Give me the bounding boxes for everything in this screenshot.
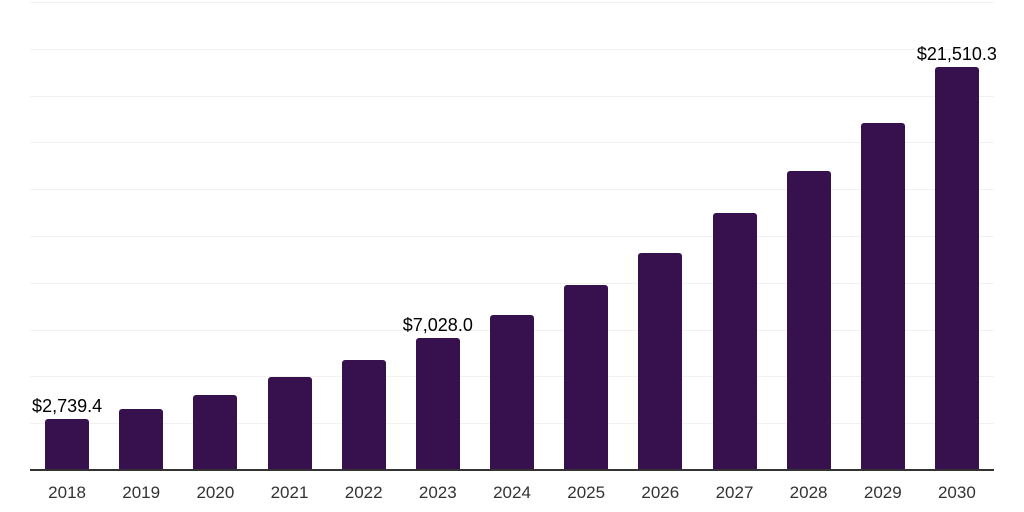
- x-tick-label: 2024: [493, 483, 531, 502]
- gridline: [30, 2, 994, 3]
- x-tick-label: 2018: [48, 483, 87, 502]
- bar-2024: [490, 314, 534, 470]
- x-tick-label: 2020: [196, 483, 235, 502]
- x-tick-label: 2019: [122, 483, 161, 502]
- bar-2030: [934, 67, 979, 470]
- x-tick-label: 2025: [567, 483, 606, 502]
- x-tick-label: 2022: [344, 483, 383, 502]
- x-tick-label: 2027: [715, 483, 754, 502]
- bar-2022: [341, 359, 386, 470]
- x-tick-label: 2028: [789, 483, 828, 502]
- gridline: [30, 95, 994, 97]
- x-axis-line: [30, 469, 994, 471]
- value-label-2018: $2,739.4: [32, 395, 103, 416]
- gridline: [30, 142, 994, 144]
- bar-2018: [45, 418, 90, 470]
- x-tick-label: 2023: [418, 483, 457, 502]
- bar-2027: [712, 213, 757, 470]
- bar-2021: [267, 376, 312, 470]
- gridline: [30, 48, 994, 50]
- bar-2023: [415, 338, 460, 470]
- value-label-2023: $7,028.0: [402, 315, 473, 336]
- bar-2028: [786, 171, 831, 470]
- bar-2025: [564, 284, 609, 470]
- x-tick-label: 2030: [937, 483, 976, 502]
- bar-2019: [119, 409, 164, 470]
- bar-2020: [193, 394, 238, 470]
- bar-2026: [638, 252, 683, 470]
- gridline: [30, 236, 994, 237]
- x-tick-label: 2021: [270, 483, 309, 502]
- x-tick-label: 2029: [863, 483, 902, 502]
- x-tick-label: 2026: [641, 483, 680, 502]
- value-label-2030: $21,510.3: [916, 44, 997, 65]
- gridline: [30, 189, 994, 191]
- bar-2029: [860, 123, 905, 470]
- gridline: [30, 282, 994, 284]
